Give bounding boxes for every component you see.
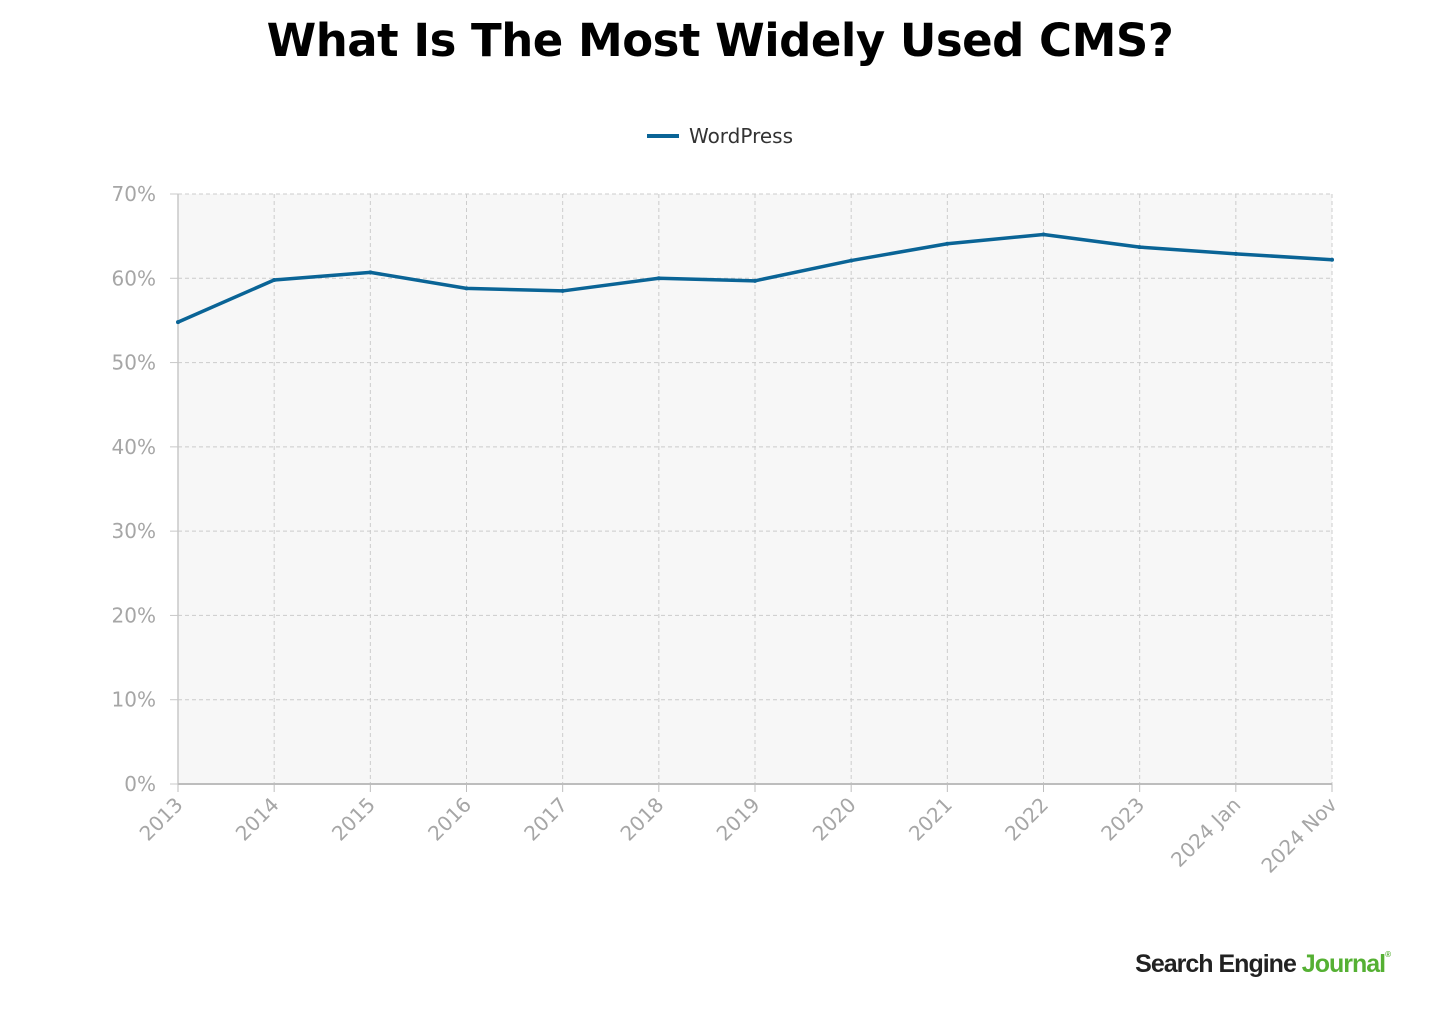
y-tick-label: 60% [112, 266, 156, 290]
y-tick-label: 0% [124, 772, 156, 796]
x-tick-label: 2013 [135, 793, 188, 846]
data-point [945, 241, 950, 246]
chart-title: What Is The Most Widely Used CMS? [266, 14, 1174, 67]
data-point [1041, 232, 1046, 237]
data-point [560, 288, 565, 293]
data-point [176, 320, 180, 325]
y-tick-label: 70% [112, 182, 156, 206]
data-point [1330, 257, 1334, 262]
y-tick-label: 10% [112, 688, 156, 712]
y-tick-label: 40% [112, 435, 156, 459]
y-tick-label: 20% [112, 603, 156, 627]
legend-swatch [646, 134, 679, 138]
x-tick-label: 2018 [615, 793, 668, 846]
legend-label: WordPress [688, 124, 794, 148]
x-tick-label: 2019 [712, 793, 765, 846]
data-point [1233, 251, 1238, 256]
data-point [1137, 245, 1142, 250]
data-point [849, 258, 854, 263]
data-point [368, 270, 373, 275]
x-tick-label: 2023 [1096, 793, 1149, 846]
legend: WordPress [0, 124, 1440, 148]
x-tick-label: 2020 [808, 793, 861, 846]
x-tick-label: 2024 Jan [1166, 793, 1245, 872]
data-point [656, 276, 661, 281]
data-point [753, 278, 757, 283]
x-tick-label: 2024 Nov [1256, 792, 1341, 877]
x-tick-label: 2016 [423, 793, 476, 846]
x-tick-label: 2022 [1000, 793, 1053, 846]
data-point [464, 286, 469, 291]
data-point [272, 277, 277, 282]
x-tick-label: 2015 [327, 793, 380, 846]
x-tick-label: 2021 [904, 793, 957, 846]
brand-logo: Search Engine Journal® [1135, 950, 1391, 978]
x-tick-label: 2014 [231, 793, 284, 846]
y-tick-label: 50% [112, 351, 156, 375]
x-tick-label: 2017 [519, 793, 572, 846]
y-tick-label: 30% [112, 519, 156, 543]
